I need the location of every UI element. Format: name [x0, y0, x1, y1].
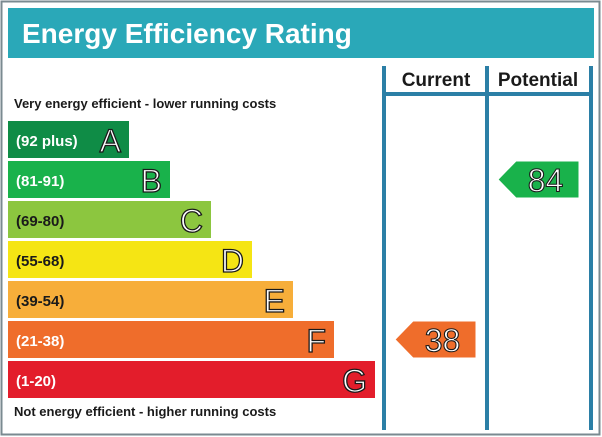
band-C: (69-80) C — [8, 201, 211, 240]
band-bar-C — [8, 201, 211, 238]
band-letter-E: E — [264, 283, 285, 319]
column-dividers — [382, 66, 593, 430]
potential-column-header: Potential — [498, 70, 578, 91]
band-range-B: (81-91) — [16, 173, 64, 190]
band-F: (21-38) F — [8, 321, 334, 360]
band-E: (39-54) E — [8, 281, 293, 320]
band-B: (81-91) B — [8, 161, 170, 200]
rating-arrows: 38 84 — [394, 160, 580, 359]
band-range-E: (39-54) — [16, 293, 64, 310]
band-G: (1-20) G — [8, 361, 375, 400]
top-caption: Very energy efficient - lower running co… — [14, 96, 276, 111]
band-bar-E — [8, 281, 293, 318]
band-range-G: (1-20) — [16, 373, 56, 390]
bottom-caption: Not energy efficient - higher running co… — [14, 404, 276, 419]
current-rating-arrow: 38 — [394, 320, 477, 359]
band-bar-D — [8, 241, 252, 278]
potential-rating-arrow: 84 — [497, 160, 580, 199]
band-range-C: (69-80) — [16, 213, 64, 230]
potential-rating-arrow-value: 84 — [528, 163, 564, 199]
band-letter-F: F — [306, 323, 326, 359]
rating-bands: (92 plus) A(81-91) B(69-80) C(55-68) D(39-54… — [8, 121, 375, 400]
band-bar-F — [8, 321, 334, 358]
band-A: (92 plus) A — [8, 121, 129, 160]
header-bar — [8, 8, 594, 58]
band-bar-G — [8, 361, 375, 398]
band-D: (55-68) D — [8, 241, 252, 280]
band-bar-A — [8, 121, 129, 158]
band-range-D: (55-68) — [16, 253, 64, 270]
band-range-F: (21-38) — [16, 333, 64, 350]
current-rating-arrow-shape — [394, 320, 477, 359]
current-column-header: Current — [402, 70, 471, 91]
band-range-A: (92 plus) — [16, 133, 78, 150]
band-bar-B — [8, 161, 170, 198]
current-rating-arrow-value: 38 — [425, 323, 461, 359]
band-letter-D: D — [221, 243, 244, 279]
band-letter-C: C — [180, 203, 203, 239]
chart-title: Energy Efficiency Rating — [22, 18, 352, 49]
band-letter-G: G — [342, 363, 367, 399]
band-letter-A: A — [100, 123, 122, 159]
band-letter-B: B — [141, 163, 162, 199]
potential-rating-arrow-shape — [497, 160, 580, 199]
